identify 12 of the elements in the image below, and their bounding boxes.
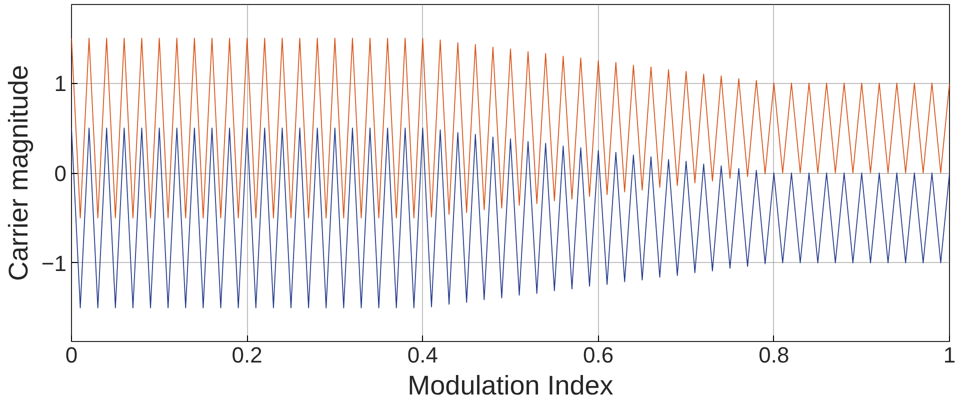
x-tick-label: 1 xyxy=(943,342,956,368)
y-axis-title: Carrier magnitude xyxy=(3,64,34,282)
y-tick-label: 1 xyxy=(54,71,67,96)
x-axis-title: Modulation Index xyxy=(408,370,614,400)
y-tick-label: 0 xyxy=(54,161,67,186)
x-tick-label: 0.8 xyxy=(758,342,790,368)
line-series xyxy=(72,38,950,218)
x-tick-label: 0.6 xyxy=(583,342,614,368)
x-tick-label: 0.4 xyxy=(407,342,438,368)
y-tick-label: −1 xyxy=(41,250,67,276)
x-tick-label: 0.2 xyxy=(232,342,262,368)
line-series xyxy=(72,128,950,308)
